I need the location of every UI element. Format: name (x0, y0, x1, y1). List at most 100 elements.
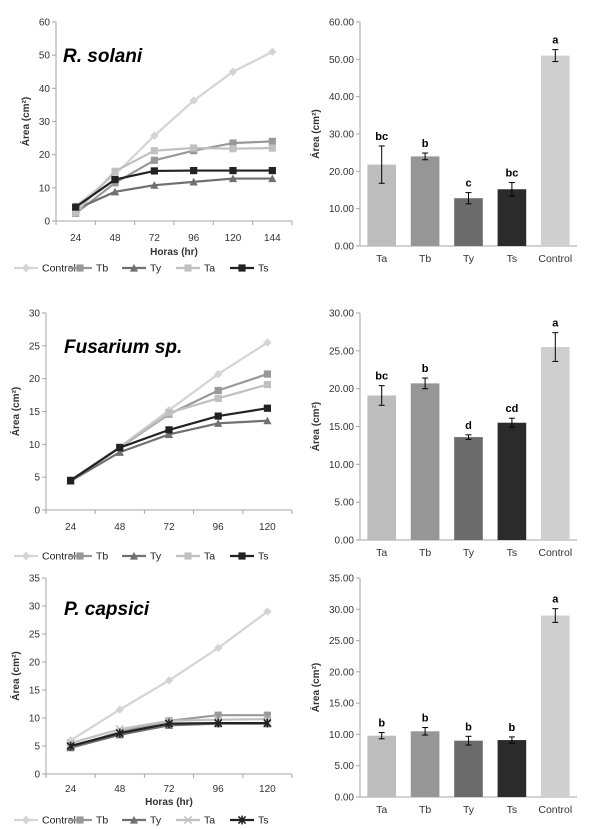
y-tick-label: 20 (29, 374, 41, 385)
data-point (150, 181, 159, 189)
data-point (164, 719, 174, 728)
data-point (115, 705, 124, 714)
x-tick-label: Ts (507, 547, 518, 559)
series-line (74, 140, 273, 215)
series-ts (67, 404, 271, 485)
y-tick-label: 15.00 (329, 699, 354, 710)
y-tick-label: 0.00 (335, 242, 355, 253)
legend: Control Tb Ty Ta Ts (14, 263, 269, 275)
x-tick-label: Tb (419, 253, 431, 265)
x-tick-label: 96 (188, 233, 200, 244)
bar (410, 731, 440, 797)
y-tick-label: 50 (39, 51, 51, 62)
data-point (263, 338, 272, 347)
y-tick-label: 35.00 (329, 574, 354, 585)
data-point (72, 203, 80, 211)
bar (454, 198, 483, 246)
data-point (228, 174, 238, 183)
bar (454, 740, 483, 797)
x-tick-label: 24 (65, 522, 77, 533)
legend-entry: Ts (258, 263, 269, 275)
data-point (72, 209, 80, 217)
x-tick-label: Ty (463, 253, 475, 265)
data-point (214, 419, 223, 427)
x-tick-label: 48 (109, 233, 121, 244)
y-tick-label: 40 (39, 84, 51, 95)
y-axis-label: Área (cm²) (309, 402, 322, 451)
legend-marker (184, 264, 192, 272)
x-tick-label: 120 (259, 784, 276, 795)
x-tick-label: 120 (225, 233, 242, 244)
legend-marker (76, 552, 84, 560)
legend-entry: Ts (258, 551, 269, 563)
data-point (111, 167, 119, 175)
x-tick-label: 72 (163, 522, 175, 533)
series-line (74, 146, 273, 214)
x-tick-label: 24 (70, 233, 82, 244)
y-tick-label: 25.00 (329, 636, 354, 647)
data-point (214, 711, 222, 719)
y-tick-label: 10.00 (329, 460, 354, 471)
bar (540, 55, 570, 246)
series-line (69, 407, 268, 482)
legend-marker (184, 552, 192, 560)
bar (367, 735, 397, 797)
series-line (74, 50, 273, 207)
data-point (165, 409, 173, 417)
data-point (189, 177, 198, 186)
y-tick-label: 60 (39, 18, 51, 29)
significance-letter: bc (375, 371, 388, 383)
y-tick-label: 15 (29, 686, 41, 697)
significance-letter: a (552, 35, 559, 47)
significance-letter: b (422, 713, 429, 725)
series-ta (72, 144, 276, 217)
fusarium-line-chart: 0 5 10 15 20 25 30 Área (cm²) 24 48 72 96 120 Fusariu… (9, 309, 293, 563)
bar (540, 347, 570, 540)
data-point (165, 426, 173, 434)
y-tick-label: 0.00 (335, 536, 355, 547)
y-tick-label: 5.00 (335, 498, 355, 509)
y-tick-label: 10 (29, 440, 41, 451)
legend-marker (21, 551, 31, 561)
significance-letter: b (422, 363, 429, 375)
data-point (150, 167, 158, 175)
x-axis-label: Horas (hr) (150, 247, 198, 258)
significance-letter: a (552, 318, 559, 330)
legend-marker (237, 815, 247, 825)
significance-letter: d (465, 420, 472, 432)
legend: Control Tb Ty Ta Ts (14, 551, 269, 563)
y-tick-label: 0 (34, 770, 40, 781)
y-tick-label: 40.00 (329, 92, 354, 103)
x-tick-label: Ta (376, 804, 387, 816)
y-tick-label: 30.00 (329, 605, 354, 616)
bar (497, 740, 527, 797)
y-axis-label: Área (cm²) (9, 387, 22, 436)
data-point (263, 416, 272, 425)
y-tick-label: 20 (29, 658, 41, 669)
y-tick-label: 50.00 (329, 55, 354, 66)
rsolani-line-chart: 0 10 20 30 40 50 60 Área (cm²) 24 48 72 96 120 144 Hor… (14, 18, 293, 275)
legend-marker (76, 816, 84, 824)
y-tick-label: 5 (34, 473, 40, 484)
y-tick-label: 30 (29, 602, 41, 613)
significance-letter: c (465, 178, 471, 190)
legend-marker (129, 815, 139, 824)
y-tick-label: 10.00 (329, 204, 354, 215)
pcapsici-bar-chart: 0.00 5.00 10.00 15.00 20.00 25.00 30.00 35.00 Ár… (309, 574, 577, 816)
data-point (214, 643, 223, 653)
y-tick-label: 30.00 (329, 309, 354, 320)
x-tick-label: Control (538, 804, 572, 816)
bar (497, 189, 527, 246)
chart-title: R. solani (63, 46, 143, 67)
y-tick-label: 10 (39, 183, 51, 194)
x-tick-label: Ty (463, 547, 475, 559)
legend-entry: Ta (204, 815, 215, 827)
y-tick-label: 25 (29, 630, 41, 641)
y-tick-label: 20.00 (329, 667, 354, 678)
x-tick-label: 96 (213, 784, 225, 795)
fusarium-bar-chart: 0.00 5.00 10.00 15.00 20.00 25.00 30.00 Área (c… (309, 309, 577, 559)
x-tick-label: Ts (507, 804, 518, 816)
data-point (268, 166, 276, 175)
data-point (190, 144, 198, 152)
legend-entry: Control (42, 815, 76, 827)
